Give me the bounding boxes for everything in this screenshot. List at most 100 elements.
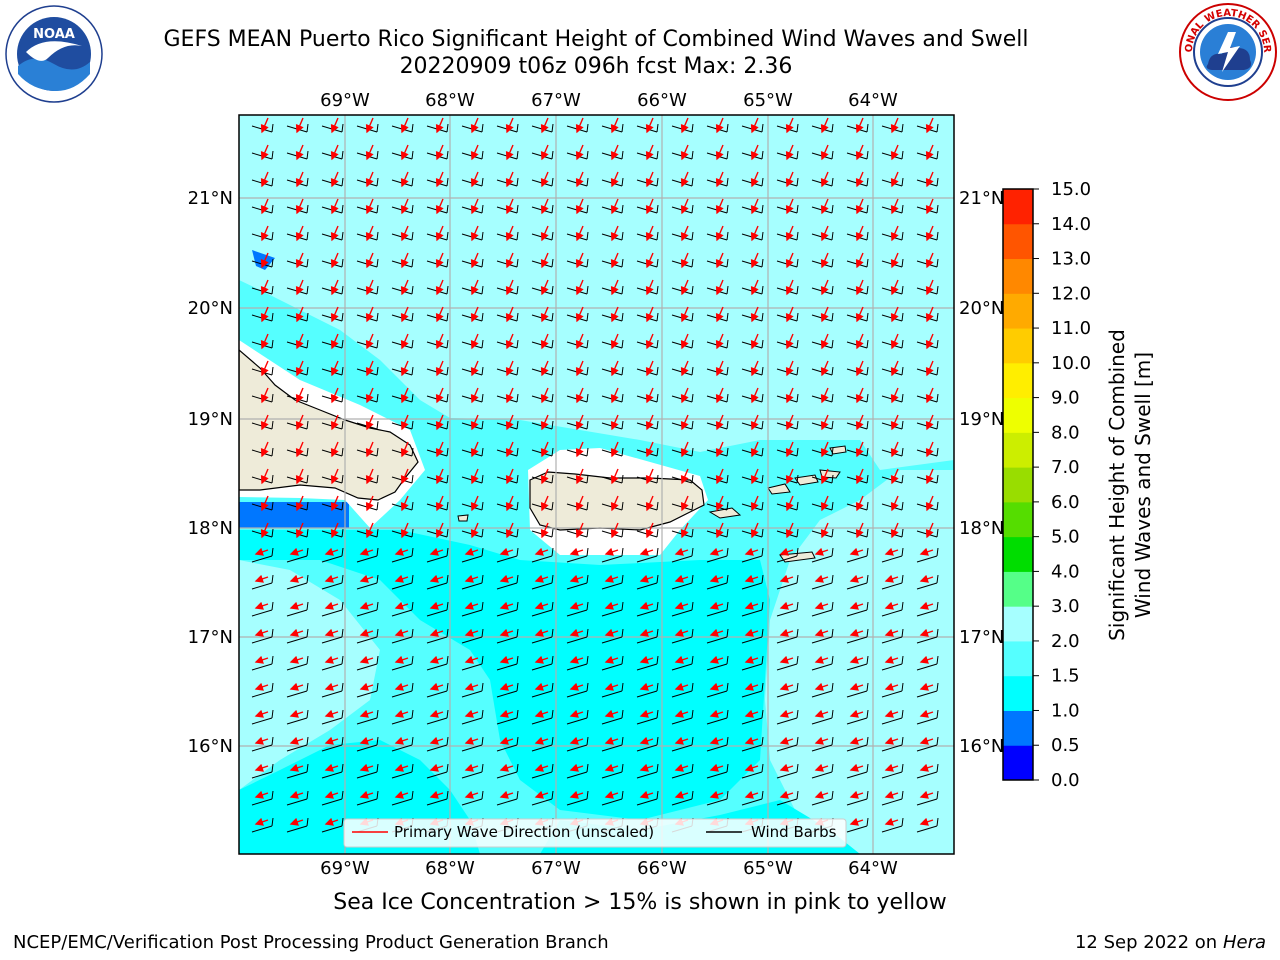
colorbar-label: Significant Height of Combined Wind Wave… (1105, 329, 1155, 641)
wave-direction-arrow (925, 468, 934, 485)
wave-direction-arrow (890, 360, 899, 377)
wave-direction-arrow (849, 547, 864, 556)
wind-barb (251, 763, 274, 779)
wind-barb (811, 790, 834, 806)
wind-barb (356, 763, 379, 779)
wave-direction-arrow (645, 252, 654, 269)
wave-direction-arrow (499, 736, 514, 745)
wind-barb (636, 682, 659, 698)
wind-barb (531, 628, 554, 644)
wind-barb (741, 790, 764, 806)
wave-direction-arrow (645, 171, 654, 188)
colorbar-tick-label: 15.0 (1051, 179, 1091, 200)
wave-direction-arrow (884, 817, 899, 826)
wave-direction-arrow (744, 709, 759, 718)
wind-barb (321, 682, 344, 698)
wave-direction-arrow (330, 225, 339, 242)
wave-direction-arrow (715, 414, 724, 431)
wave-direction-arrow (750, 144, 759, 161)
wave-direction-arrow (505, 279, 514, 296)
wind-barb (531, 682, 554, 698)
wave-direction-arrow (289, 790, 304, 799)
wave-direction-arrow (400, 279, 409, 296)
wave-direction-arrow (814, 763, 829, 772)
wave-direction-arrow (260, 306, 269, 323)
wave-direction-arrow (820, 360, 829, 377)
wave-direction-arrow (400, 414, 409, 431)
wave-direction-arrow (884, 763, 899, 772)
wind-barb (741, 682, 764, 698)
wave-direction-arrow (289, 709, 304, 718)
wave-direction-arrow (330, 468, 339, 485)
wave-direction-arrow (925, 441, 934, 458)
wind-barb (531, 574, 554, 590)
wave-direction-arrow (324, 655, 339, 664)
wave-direction-arrow (569, 655, 584, 664)
wave-direction-arrow (779, 655, 794, 664)
wave-direction-arrow (779, 628, 794, 637)
wind-barb (881, 655, 904, 671)
wind-barb (846, 574, 869, 590)
wave-direction-arrow (295, 387, 304, 404)
wind-barb (706, 790, 729, 806)
wave-direction-arrow (645, 306, 654, 323)
wave-direction-arrow (604, 601, 619, 610)
wind-barb (461, 682, 484, 698)
wind-barb (671, 709, 694, 725)
wave-direction-arrow (709, 682, 724, 691)
wave-direction-arrow (785, 441, 794, 458)
lat-label: 16°N (959, 736, 1004, 757)
wave-direction-arrow (330, 360, 339, 377)
legend-wind-barbs: Wind Barbs (751, 823, 837, 841)
wind-barb (811, 682, 834, 698)
wave-direction-arrow (505, 441, 514, 458)
wave-direction-arrow (295, 522, 304, 539)
wave-direction-arrow (709, 547, 724, 556)
wave-direction-arrow (610, 414, 619, 431)
wave-direction-arrow (604, 547, 619, 556)
wave-direction-arrow (715, 387, 724, 404)
wave-direction-arrow (849, 655, 864, 664)
chart-subtitle: 20220909 t06z 096h fcst Max: 2.36 (399, 54, 793, 79)
wave-direction-arrow (674, 736, 689, 745)
wind-barb (286, 628, 309, 644)
colorbar-frame (1002, 188, 1034, 781)
wave-direction-arrow (925, 117, 934, 134)
wave-direction-arrow (534, 709, 549, 718)
wind-barb (636, 601, 659, 617)
wind-barb (741, 601, 764, 617)
wave-direction-arrow (575, 171, 584, 188)
wave-direction-arrow (820, 414, 829, 431)
wave-direction-arrow (715, 468, 724, 485)
wave-direction-arrow (260, 225, 269, 242)
wave-direction-arrow (400, 306, 409, 323)
wave-direction-arrow (330, 252, 339, 269)
wave-direction-arrow (919, 601, 934, 610)
wave-direction-arrow (540, 468, 549, 485)
wind-barb (566, 655, 589, 671)
wave-direction-arrow (779, 736, 794, 745)
wave-direction-arrow (400, 333, 409, 350)
wind-barb (566, 682, 589, 698)
wave-direction-arrow (884, 682, 899, 691)
wave-direction-arrow (289, 547, 304, 556)
wave-direction-arrow (855, 279, 864, 296)
wave-direction-arrow (400, 252, 409, 269)
colorbar-tick-label: 0.0 (1051, 770, 1080, 791)
wind-barb (601, 574, 624, 590)
wind-barb (321, 655, 344, 671)
wind-barb (531, 709, 554, 725)
colorbar-tick-label: 9.0 (1051, 388, 1080, 409)
wave-direction-arrow (674, 628, 689, 637)
wind-barb (671, 601, 694, 617)
wave-direction-arrow (260, 441, 269, 458)
wave-and-wind-vectors (251, 117, 939, 833)
wind-barb (671, 655, 694, 671)
wave-direction-arrow (260, 495, 269, 512)
wave-direction-arrow (575, 225, 584, 242)
wave-direction-arrow (569, 628, 584, 637)
wave-direction-arrow (289, 817, 304, 826)
wave-direction-arrow (785, 171, 794, 188)
wave-direction-arrow (715, 306, 724, 323)
wave-direction-arrow (569, 682, 584, 691)
